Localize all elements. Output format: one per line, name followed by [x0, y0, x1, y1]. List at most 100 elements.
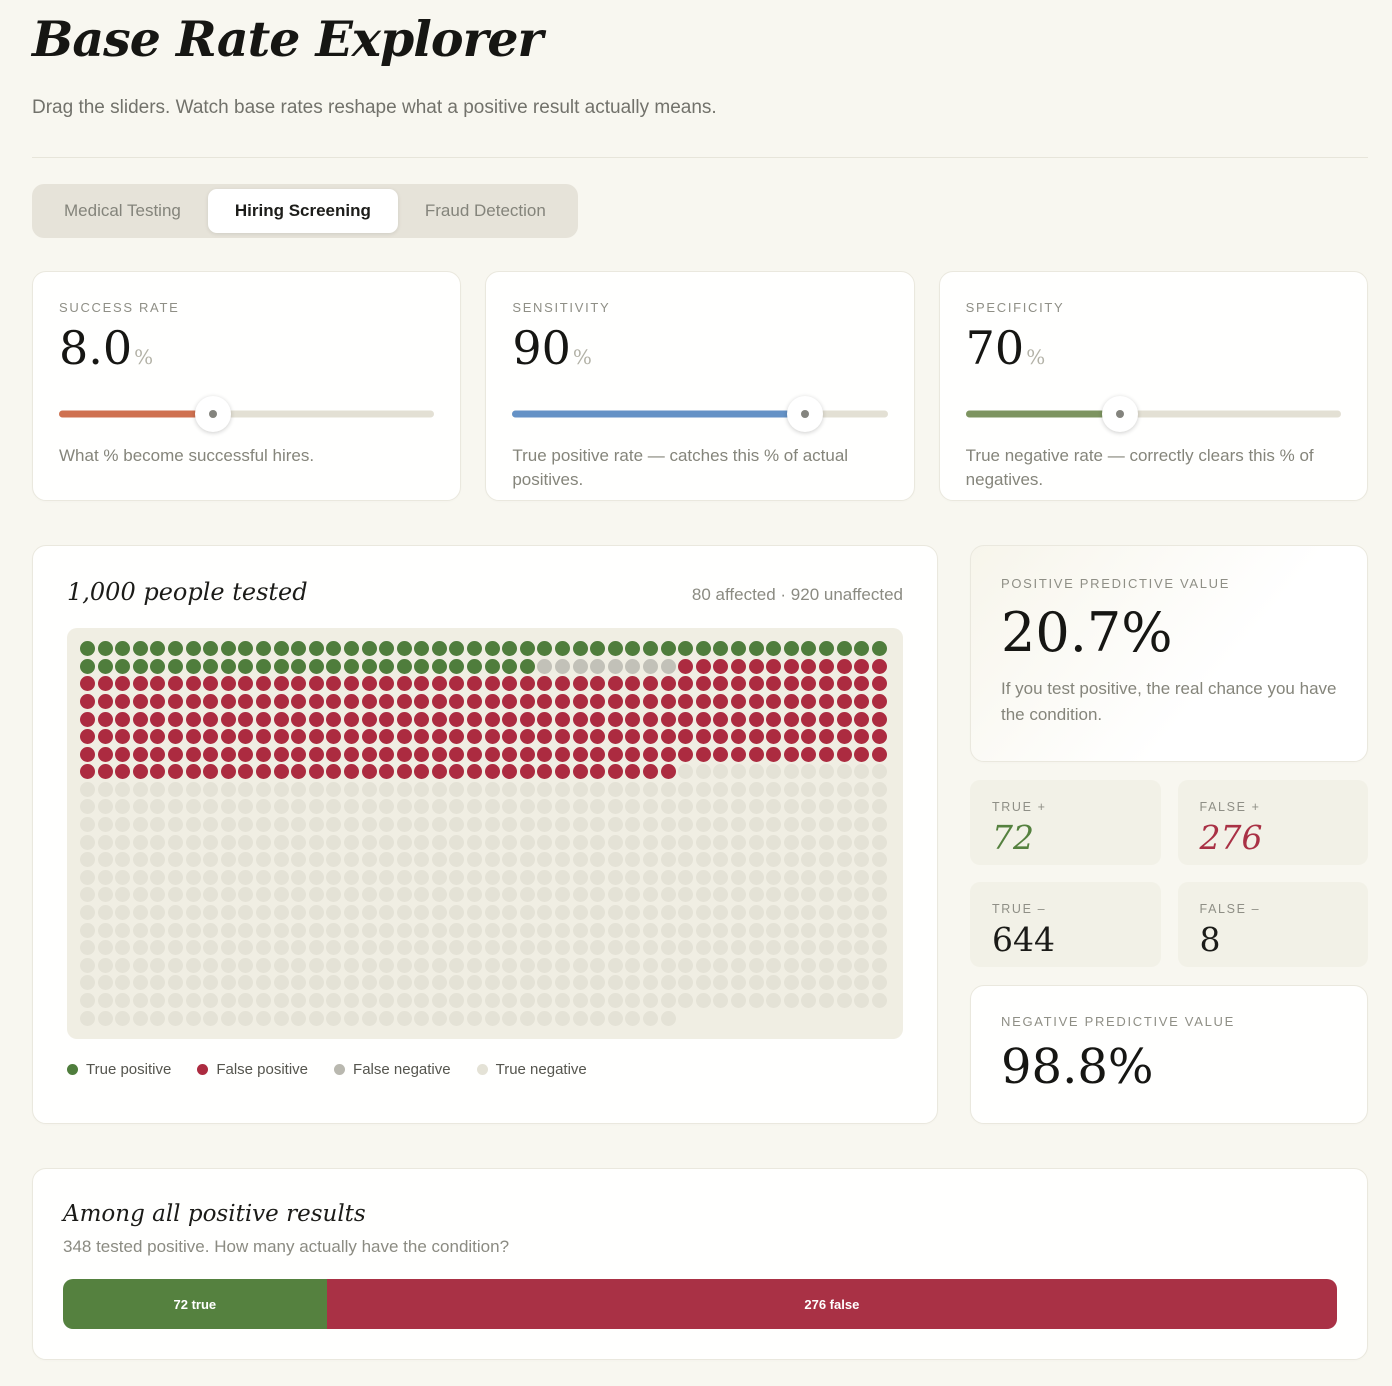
person-dot-false-positive [379, 729, 395, 745]
person-dot-false-positive [203, 729, 219, 745]
positives-split-bar: 72 true 276 false [63, 1279, 1337, 1330]
person-dot-true-negative [449, 1010, 465, 1026]
person-dot-true-negative [836, 905, 852, 921]
success-rate-slider[interactable] [59, 395, 435, 432]
slider-track[interactable] [59, 410, 435, 418]
person-dot-false-positive [555, 764, 571, 780]
person-dot-true-negative [519, 852, 535, 868]
person-dot-true-negative [203, 940, 219, 956]
person-dot-false-positive [678, 658, 694, 674]
slider-thumb[interactable] [1101, 395, 1138, 432]
person-dot-false-positive [185, 746, 201, 762]
person-dot-false-positive [748, 658, 764, 674]
person-dot-true-negative [308, 869, 324, 885]
person-dot-false-positive [484, 729, 500, 745]
person-dot-false-positive [361, 764, 377, 780]
person-dot-true-negative [273, 993, 289, 1009]
slider-thumb[interactable] [194, 395, 231, 432]
slider-track[interactable] [965, 410, 1341, 418]
person-dot-false-positive [449, 764, 465, 780]
person-dot-true-negative [467, 1010, 483, 1026]
person-dot-false-positive [625, 746, 641, 762]
person-dot-true-negative [660, 975, 676, 991]
person-dot-true-negative [695, 781, 711, 797]
person-dot-true-negative [766, 905, 782, 921]
person-dot-false-positive [449, 676, 465, 692]
person-dot-true-positive [643, 641, 658, 657]
person-dot-true-negative [326, 940, 342, 956]
false-negative-stat-value: 8 [1199, 920, 1221, 960]
specificity-unit: % [1026, 345, 1046, 370]
person-dot-false-positive [80, 746, 95, 762]
population-legend: True positive False positive False negat… [67, 1061, 903, 1078]
person-dot-true-negative [167, 834, 183, 850]
person-dot-false-positive [150, 764, 166, 780]
person-dot-false-positive [396, 764, 412, 780]
person-dot-false-positive [361, 693, 377, 709]
person-dot-true-negative [132, 993, 148, 1009]
person-dot-false-positive [678, 746, 694, 762]
person-dot-true-negative [396, 869, 412, 885]
person-dot-true-negative [801, 799, 817, 815]
slider-thumb[interactable] [787, 395, 824, 432]
tab-hiring-screening[interactable]: Hiring Screening [207, 189, 398, 234]
person-dot-false-positive [607, 676, 623, 692]
person-dot-true-negative [713, 869, 729, 885]
person-dot-true-negative [220, 781, 236, 797]
person-dot-true-negative [555, 1010, 571, 1026]
person-dot-true-negative [607, 905, 623, 921]
person-dot-true-negative [308, 799, 324, 815]
person-dot-true-negative [238, 799, 254, 815]
person-dot-true-negative [590, 817, 606, 833]
person-dot-true-negative [590, 905, 606, 921]
person-dot-true-negative [203, 817, 219, 833]
person-dot-false-positive [291, 729, 307, 745]
person-dot-true-negative [220, 799, 236, 815]
person-dot-true-positive [502, 658, 518, 674]
tab-medical-testing[interactable]: Medical Testing [37, 189, 208, 233]
person-dot-true-negative [660, 905, 676, 921]
person-dot-true-negative [572, 922, 588, 938]
person-dot-true-negative [431, 1010, 447, 1026]
person-dot-true-negative [80, 852, 95, 868]
success-rate-description: What % become successful hires. [59, 445, 315, 465]
person-dot-true-negative [132, 781, 148, 797]
person-dot-false-positive [396, 693, 412, 709]
person-dot-true-negative [783, 817, 799, 833]
person-dot-true-negative [783, 834, 799, 850]
person-dot-true-negative [783, 781, 799, 797]
false-positive-stat-value: 276 [1199, 818, 1263, 858]
person-dot-true-negative [590, 940, 606, 956]
person-dot-true-positive [467, 641, 483, 657]
sensitivity-slider[interactable] [512, 395, 888, 432]
person-dot-false-positive [308, 746, 324, 762]
person-dot-true-negative [361, 817, 377, 833]
person-dot-true-negative [308, 1010, 324, 1026]
specificity-slider[interactable] [965, 395, 1341, 432]
person-dot-true-negative [467, 905, 483, 921]
legend-item-true-negative: True negative [476, 1061, 587, 1078]
tab-fraud-detection[interactable]: Fraud Detection [398, 189, 573, 233]
person-dot-true-negative [361, 957, 377, 973]
person-dot-true-negative [502, 975, 518, 991]
person-dot-true-negative [291, 957, 307, 973]
person-dot-true-negative [255, 940, 271, 956]
person-dot-true-negative [361, 1010, 377, 1026]
person-dot-true-negative [871, 993, 887, 1009]
person-dot-true-negative [80, 1010, 95, 1026]
person-dot-false-positive [255, 676, 271, 692]
person-dot-false-positive [836, 693, 852, 709]
true-positives-segment-label: 72 true [173, 1296, 217, 1312]
person-dot-true-negative [836, 957, 852, 973]
true-positive-stat-label: TRUE + [992, 800, 1047, 815]
person-dot-false-positive [625, 764, 641, 780]
person-dot-false-positive [801, 676, 817, 692]
person-dot-true-negative [783, 957, 799, 973]
person-dot-true-negative [766, 957, 782, 973]
person-dot-false-positive [97, 676, 113, 692]
person-dot-true-negative [871, 887, 887, 903]
confusion-stats: TRUE + 72 FALSE + 276 TRUE – 644 FALSE –… [970, 780, 1368, 968]
person-dot-false-positive [150, 711, 166, 727]
person-dot-false-positive [766, 746, 782, 762]
person-dot-false-positive [238, 729, 254, 745]
